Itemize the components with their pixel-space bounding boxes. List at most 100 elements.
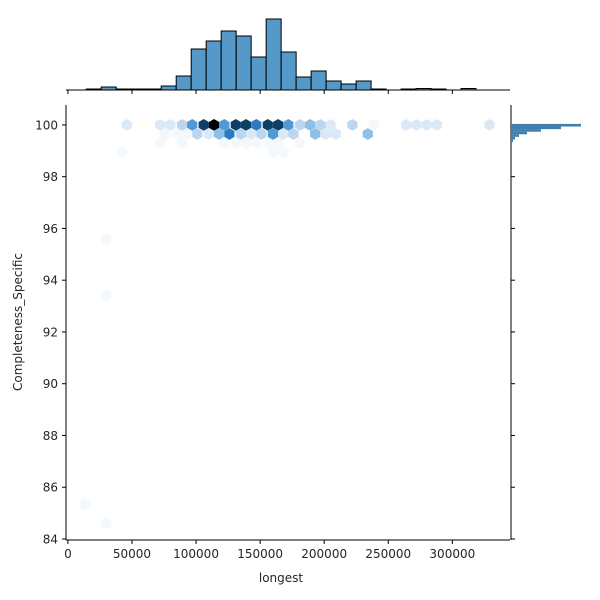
histogram-bar [325,80,342,91]
hexbin-cell [208,119,220,131]
y-tick-label: 92 [43,325,58,339]
x-tick-label: 0 [64,547,72,561]
x-axis-label: longest [259,571,304,585]
right-histogram-bar [511,136,515,140]
hexbin-cell [187,119,198,131]
hexbin-cell [278,146,289,158]
hexbin-cell [273,137,284,149]
hexbin-cell [219,119,230,131]
right-marginal-histogram [510,105,581,540]
right-histogram-bar [511,139,513,143]
histogram-bar [175,75,192,91]
hexbin-cell [155,119,166,131]
y-tick-label: 100 [35,118,58,132]
hexbin-cell [101,232,112,245]
hexbin-cell [176,137,188,149]
x-tick-label: 100000 [173,547,219,561]
hexbin-cell [315,119,326,131]
histogram-bar [280,51,297,91]
hexbin-cell [101,517,112,530]
right-histogram-bar [511,123,581,127]
y-tick-label: 88 [43,429,58,443]
hexbin-cell [305,119,316,131]
hexbin-cell [182,128,193,140]
hexbin-cell [101,289,112,302]
hexbin-cell [214,128,225,140]
right-histogram-bar [511,129,541,132]
hexbin-cell [121,119,132,131]
hexbin-cell [176,119,188,131]
histogram-bar [340,83,357,91]
right-histogram-bar [511,131,527,135]
hexbin-cell [256,128,267,140]
hexbin-cell [401,119,412,131]
hexbin-cell [192,128,203,140]
histogram-bar [355,80,372,91]
hexbin-cell [219,137,230,149]
y-tick-label: 94 [43,274,58,288]
right-histogram-bar [511,126,561,130]
hexbin-cell [362,128,373,140]
y-tick-label: 84 [43,532,58,546]
x-tick-label: 200000 [301,547,347,561]
histogram-bar [310,70,327,91]
histogram-bar [160,85,177,91]
top-marginal-histogram [85,18,477,91]
hexbin-cell [203,128,214,140]
hexbin-cell [246,128,257,140]
y-axis-label: Completeness_Specific [11,253,25,391]
hexbin-cell [288,128,299,140]
hexbin-cell [160,128,171,140]
y-tick-label: 90 [43,377,58,391]
x-tick-label: 250000 [365,547,411,561]
hexbin-cell [431,119,443,131]
hexbin-cell [320,128,331,140]
hexbin-plot [79,119,495,530]
hexbin-cell [421,119,432,131]
hexbin-cell [165,119,176,131]
hexbin-cell [411,119,422,131]
hexbin-cell [155,137,166,149]
hexbin-cell [283,119,294,131]
hexbin-cell [267,128,279,140]
histogram-bar [265,18,282,91]
hexbin-cell [79,498,90,510]
hexbin-cell [235,128,246,140]
hexbin-cell [251,137,262,149]
hexbin-cell [267,146,279,158]
hexbin-cell [273,119,284,131]
hexbin-cell [325,119,336,131]
top-marginal-x-axis [66,89,510,94]
main-axes: 0 50000 100000 150000 200000 250000 300000 84 86… [35,105,510,561]
hexbin-cell [230,137,241,149]
hexbin-cell [262,119,273,131]
hexbin-cell [294,137,305,149]
hexbin-cell [484,119,495,131]
y-tick-label: 98 [43,170,58,184]
hexbin-cell [262,137,273,149]
histogram-bar [190,48,207,91]
x-tick-label: 300000 [429,547,475,561]
x-tick-label: 50000 [113,547,151,561]
hexbin-cell [198,119,209,131]
y-tick-label: 96 [43,222,58,236]
hexbin-cell [278,128,289,140]
hexbin-cell [224,128,235,140]
hexbin-cell [230,119,241,131]
hexbin-cell [240,137,252,149]
hexbin-cell [251,119,262,131]
hexbin-cell [369,119,380,131]
hexbin-cell [330,128,341,140]
hexbin-cell [347,119,358,131]
x-tick-label: 150000 [237,547,283,561]
hexbin-cell [171,128,182,140]
histogram-bar [205,40,222,91]
hexbin-cell [294,119,305,131]
hexbin-cell [116,146,127,158]
histogram-bar [220,30,237,91]
histogram-bar [250,56,267,91]
hexbin-cell [310,128,321,140]
right-histogram-bar [511,134,519,137]
histogram-bar [295,76,312,91]
